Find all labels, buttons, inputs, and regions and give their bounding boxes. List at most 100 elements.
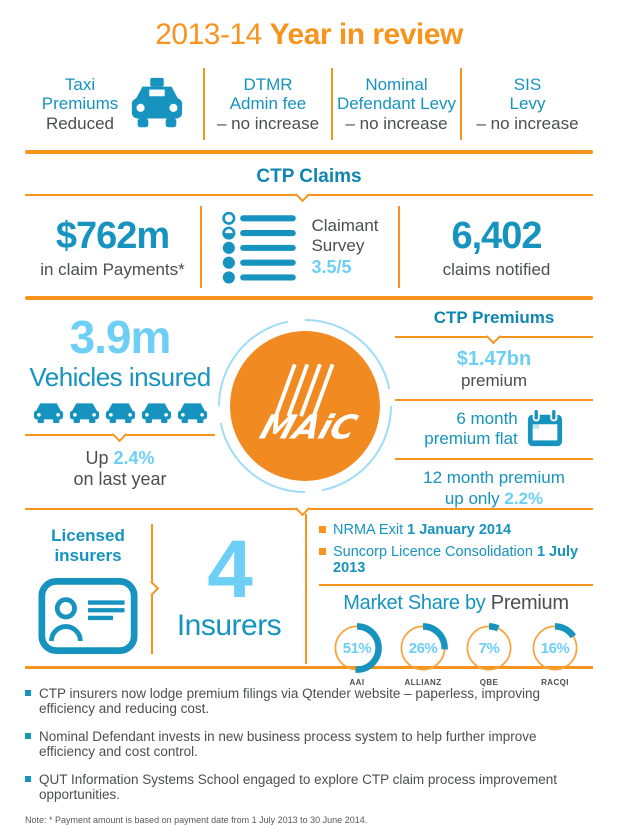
taxi-line2: Premiums bbox=[41, 94, 119, 114]
vehicles-insured-block: 3.9m Vehicles insured Up 2.4% on last ye… bbox=[25, 304, 215, 508]
highlight-sis-levy: SIS Levy – no increase bbox=[462, 68, 593, 140]
six-month-premium: 6 month premium flat bbox=[395, 401, 593, 458]
claim-payments-label: in claim Payments* bbox=[40, 259, 185, 279]
market-events-block: NRMA Exit 1 January 2014 Suncorp Licence… bbox=[307, 514, 593, 687]
title-year: 2013-14 bbox=[155, 18, 262, 51]
ctp-premiums-header: CTP Premiums bbox=[433, 308, 555, 327]
donut-qbe: 7% QBE bbox=[462, 621, 516, 687]
bullet-square bbox=[25, 733, 31, 739]
up-value: 2.4% bbox=[113, 448, 155, 468]
twelve-month-premium: 12 month premium up only 2.2% bbox=[395, 460, 593, 510]
insurer-count: 4 bbox=[207, 524, 253, 616]
licensed-line1: Licensed bbox=[51, 526, 125, 545]
donut-label: QBE bbox=[479, 678, 499, 687]
vehicles-change: Up 2.4% on last year bbox=[25, 448, 215, 490]
car-icon bbox=[69, 403, 99, 423]
maic-logo: MAiC bbox=[230, 331, 380, 481]
footer-bullet-1: CTP insurers now lodge premium filings v… bbox=[25, 686, 593, 716]
licensed-insurers-block: Licensed insurers bbox=[25, 514, 151, 664]
divider bbox=[203, 68, 205, 140]
claims-notified-stat: 6,402 claims notified bbox=[400, 206, 593, 288]
claims-notified-value: 6,402 bbox=[451, 214, 542, 257]
id-card-icon bbox=[38, 578, 138, 655]
insurers-band: Licensed insurers 4 Insurers bbox=[25, 514, 593, 687]
rule bbox=[319, 584, 593, 586]
event-date: 1 July 2013 bbox=[333, 544, 579, 576]
taxi-line3: Reduced bbox=[45, 113, 115, 133]
footer-bullet-3: QUT Information Systems School engaged t… bbox=[25, 772, 593, 802]
maic-logo-mark: MAiC bbox=[255, 363, 362, 446]
footnote: Note: * Payment amount is based on payme… bbox=[25, 815, 368, 825]
event-label: NRMA Exit bbox=[333, 522, 408, 538]
premium-label: premium bbox=[460, 371, 528, 390]
car-icon bbox=[33, 403, 63, 423]
nd-line1: Nominal bbox=[365, 74, 428, 94]
donut-label: AAI bbox=[349, 678, 365, 687]
highlights-row: Taxi Premiums Reduced DTMR bbox=[25, 68, 593, 140]
donut-chart bbox=[398, 623, 448, 673]
premium-value: $1.47bn bbox=[456, 348, 532, 370]
sis-line1: SIS bbox=[513, 74, 542, 94]
dtmr-line3: – no increase bbox=[216, 113, 320, 133]
dtmr-line1: DTMR bbox=[243, 74, 293, 94]
car-icon bbox=[141, 403, 171, 423]
rule bbox=[395, 457, 593, 460]
survey-line1: Claimant bbox=[311, 215, 379, 235]
divider bbox=[331, 68, 333, 140]
notch bbox=[111, 426, 128, 443]
footer-bullet-text: CTP insurers now lodge premium filings v… bbox=[39, 686, 540, 716]
survey-score: 3.5/5 bbox=[311, 256, 352, 277]
market-share-title-accent: Market Share by bbox=[343, 592, 491, 614]
sis-line2: Levy bbox=[509, 94, 546, 114]
survey-icon bbox=[222, 211, 297, 284]
car-icon bbox=[105, 403, 135, 423]
up-prefix: Up bbox=[85, 448, 114, 468]
footer-bullet-text: QUT Information Systems School engaged t… bbox=[39, 772, 557, 802]
dtmr-line2: Admin fee bbox=[229, 94, 307, 114]
bullet-square bbox=[25, 776, 31, 782]
section-rule bbox=[25, 150, 593, 154]
claims-row: $762m in claim Payments* bbox=[25, 206, 593, 288]
footer-bullet-2: Nominal Defendant invests in new busines… bbox=[25, 729, 593, 759]
calendar-icon bbox=[527, 409, 562, 447]
divider bbox=[200, 206, 202, 288]
insurers-top-rule bbox=[25, 500, 593, 517]
svg-text:MAiC: MAiC bbox=[255, 408, 361, 446]
bullet-square bbox=[319, 526, 326, 533]
taxi-icon bbox=[132, 77, 183, 128]
divider bbox=[398, 206, 400, 288]
notch bbox=[295, 186, 311, 203]
footer-bullet-text: Nominal Defendant invests in new busines… bbox=[39, 729, 537, 759]
donut-value: 26% bbox=[408, 639, 438, 657]
claims-notified-label: claims notified bbox=[442, 259, 551, 279]
bullet-square bbox=[319, 548, 326, 555]
vehicles-value: 3.9m bbox=[69, 311, 172, 363]
car-icon bbox=[177, 403, 207, 423]
twelve-line1: 12 month premium bbox=[423, 467, 565, 487]
sis-line3: – no increase bbox=[476, 113, 579, 133]
event-date: 1 January 2014 bbox=[407, 522, 512, 538]
nd-line3: – no increase bbox=[345, 113, 448, 133]
donut-value: 51% bbox=[342, 639, 372, 657]
market-share-title-plain: Premium bbox=[490, 592, 569, 614]
up-suffix: on last year bbox=[73, 469, 167, 489]
event-label: Suncorp Licence Consolidation bbox=[333, 544, 537, 560]
nd-line2: Defendant Levy bbox=[336, 94, 457, 114]
market-share-donuts: 51% AAI 26% ALLIANZ bbox=[319, 621, 593, 687]
donut-value: 7% bbox=[478, 639, 500, 657]
maic-logo-block: MAiC bbox=[215, 304, 395, 508]
donut-aai: 51% AAI bbox=[330, 621, 384, 687]
event-suncorp: Suncorp Licence Consolidation 1 July 201… bbox=[319, 544, 593, 576]
page-title: 2013-14 Year in review bbox=[25, 0, 593, 52]
rule bbox=[395, 399, 593, 401]
donut-value: 16% bbox=[540, 639, 570, 657]
highlight-taxi-premiums: Taxi Premiums Reduced bbox=[25, 68, 203, 140]
donut-label: ALLIANZ bbox=[404, 678, 442, 687]
twelve-value: 2.2% bbox=[504, 489, 544, 509]
insurer-count-label: Insurers bbox=[176, 608, 282, 642]
infographic-page: 2013-14 Year in review Taxi Premiums Red… bbox=[25, 0, 593, 825]
footer-rule bbox=[25, 666, 593, 669]
section-rule bbox=[25, 296, 593, 300]
highlight-dtmr: DTMR Admin fee – no increase bbox=[205, 68, 331, 140]
market-share-title: Market Share by Premium bbox=[319, 592, 593, 615]
